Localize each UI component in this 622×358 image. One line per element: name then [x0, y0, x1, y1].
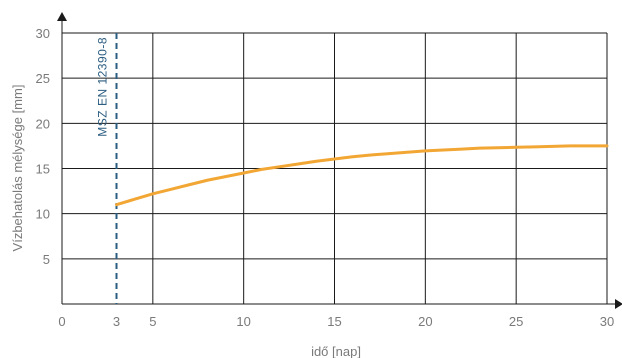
x-tick-label-25: 25 [509, 314, 523, 329]
x-tick-labels: 0 3 5 10 15 20 25 30 [58, 314, 614, 329]
x-axis-title: idő [nap] [311, 344, 361, 358]
y-tick-label-15: 15 [36, 162, 50, 177]
y-tick-labels: 5 10 15 20 25 30 [36, 26, 50, 267]
y-tick-label-5: 5 [43, 252, 50, 267]
y-tick-label-25: 25 [36, 71, 50, 86]
axes [57, 12, 622, 309]
y-tick-label-20: 20 [36, 116, 50, 131]
x-tick-label-30: 30 [600, 314, 614, 329]
x-axis-arrow [615, 299, 622, 309]
series-group [115, 144, 609, 207]
x-tick-label-5: 5 [149, 314, 156, 329]
grid [62, 32, 608, 304]
y-tick-label-30: 30 [36, 26, 50, 41]
x-tick-label-15: 15 [327, 314, 341, 329]
y-tick-label-10: 10 [36, 207, 50, 222]
series-line-0 [115, 144, 609, 207]
reference-line-label: MSZ EN 12390-8 [96, 37, 110, 137]
x-tick-label-0: 0 [58, 314, 65, 329]
y-axis-title: Vízbehatolás mélysége [mm] [10, 85, 25, 252]
y-axis-arrow [57, 12, 67, 21]
x-tick-label-20: 20 [418, 314, 432, 329]
reference-line-group: MSZ EN 12390-8 [96, 33, 118, 304]
x-tick-label-3: 3 [113, 314, 120, 329]
x-tick-label-10: 10 [236, 314, 250, 329]
